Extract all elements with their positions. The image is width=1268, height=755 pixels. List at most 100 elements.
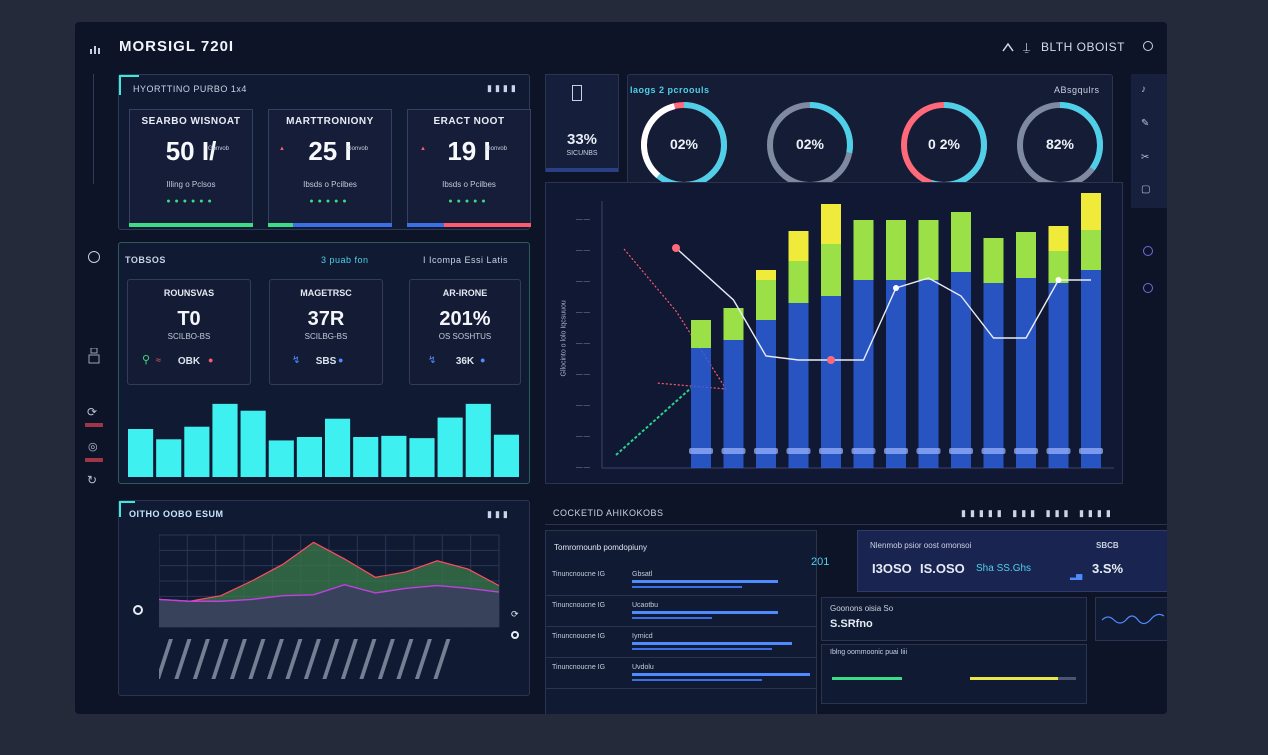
kpi-value: 19 I [447,136,491,166]
kpi-sub: Ibsds o Pcilbes [303,180,357,189]
list-bar [632,611,778,614]
chart-icon[interactable] [89,41,101,54]
panel-menu-icon[interactable]: ▮▮▮▮▮ ▮▮▮ ▮▮▮ ▮▮▮▮ [961,508,1115,518]
metric-card[interactable]: ROUNSVAS T0 SCILBO-BS ⚲ ≈ OBK ● [127,279,251,385]
stat-tag: SBCB [1096,541,1119,550]
y-tick-label: —·— [576,465,590,471]
refresh-icon[interactable]: ⟳ [87,405,98,419]
y-tick-label: —·— [576,341,590,347]
metric-footer: OBK [177,356,201,367]
list-bar [632,673,810,676]
x-tick-label [949,448,973,454]
x-tick-label [192,639,210,679]
sync-icon[interactable]: ↻ [87,473,98,487]
list-item-label: Tinuncnoucne IG [552,602,606,609]
sparkline-card [1095,597,1167,641]
x-tick-label [721,448,746,454]
panel-menu-icon[interactable]: ▮▮▮ [487,509,511,519]
bar-blue [788,303,809,468]
arrow-up-icon[interactable] [1001,40,1015,52]
list-item-tag: Uvdolu [632,664,654,671]
kpi-sub: Ibsds o Pcilbes [442,180,496,189]
kpi-card[interactable]: SEARBO WISNOAT 50 I/ Gonvob Illing o Pcl… [129,109,253,227]
list-item-label: Tinuncnoucne IG [552,664,606,671]
info-card[interactable]: Goonons oisia So S.SRfno [821,597,1087,641]
list-item[interactable]: Tinuncnoucne IG Gbsatl [546,569,816,593]
list-item-label: Tinuncnoucne IG [552,633,606,640]
line-point [1055,277,1062,283]
bar [437,417,463,477]
ring-arc [1017,102,1103,188]
pin-icon[interactable]: ⍊ [1023,40,1031,54]
dashboard-window: MORSIGL 720I ⍊ BLTH OBOIST ⟳ ◎ ↻ HYORTTI… [75,22,1167,714]
bar-green [723,308,744,340]
radio-icon[interactable] [1143,283,1153,293]
progress-card[interactable]: Iblng oommoonic puai Iiii [821,644,1087,704]
x-tick-label [884,448,908,454]
bar-yellow [756,270,776,280]
rings-right-label: ABsgqulrs [1054,85,1100,95]
metric-sub: OS SOSHTUS [438,332,492,341]
sync-icon[interactable]: ⟳ [511,609,519,619]
x-tick-label [916,448,941,454]
x-tick-label [377,639,395,679]
kpi-panel: HYORTTINO PURBO 1x4 ▮▮▮▮ SEARBO WISNOAT … [118,74,531,230]
bar [493,434,519,477]
settings-icon[interactable] [133,605,143,615]
kpi-value: 50 I/ [165,136,217,166]
metric-card[interactable]: AR-IRONE 201% OS SOSHTUS ↯ 36K ● [409,279,521,385]
radio-icon[interactable] [511,631,519,639]
x-tick-label [819,448,843,454]
stat-card[interactable]: Nlenmob psior oost omonsoi SBCB I3OSO IS… [857,530,1167,592]
drop-icon: ● [208,355,214,365]
bar-blue [1081,270,1101,468]
stat-icon: ▂▅ [1070,571,1083,580]
stat-value: Sha SS.Ghs [976,563,1032,574]
bar-yellow [1081,193,1101,230]
y-tick-label: —·— [576,279,590,285]
bar-green [691,320,711,348]
kpi-dots: ●●●●● [309,198,351,205]
side-stat-value: 33% [566,131,598,148]
bell-icon[interactable]: ♪ [1141,84,1146,95]
link-icon[interactable]: ✂ [1141,152,1150,163]
arrow-icon: ↯ [428,355,437,366]
panel-menu-icon[interactable]: ▮▮▮▮ [487,83,519,93]
x-tick-label [689,448,713,454]
list-item-tag: Ucaotbu [632,602,659,609]
metric-title: MAGETRSC [300,288,352,298]
bar [325,418,351,477]
bar-green [951,212,971,272]
top-bar: MORSIGL 720I ⍊ BLTH OBOIST [75,22,1167,70]
x-tick-label [396,639,414,679]
camera-icon[interactable]: ◎ [88,441,98,453]
kpi-title: SEARBO WISNOAT [141,116,241,127]
list-bar [632,642,792,645]
side-stat-bar [546,168,618,172]
kpi-card[interactable]: ERACT NOOT 19 I ▲ Gonvob Ibsds o Pcilbes… [407,109,531,227]
radio-icon[interactable] [1143,246,1153,256]
user-icon[interactable] [88,347,100,364]
file-icon[interactable]: ▢ [1141,184,1151,195]
list-item[interactable]: Tinuncnoucne IG Iyrnicd [546,631,816,655]
settings-icon[interactable] [1143,41,1153,51]
ring-arc [767,102,853,188]
radio-icon[interactable] [88,251,100,263]
x-tick-label [266,639,284,679]
sidebar-divider [93,74,94,184]
x-tick-label [414,639,432,679]
info-title: Goonons oisia So [830,604,894,613]
trend-line [615,387,692,456]
list-item[interactable]: Tinuncnoucne IG Uvdolu [546,662,816,686]
x-tick-label [174,639,192,679]
edit-icon[interactable]: ✎ [1141,118,1150,129]
bottom-right-panel: COCKETID AHIKOKOBS ▮▮▮▮▮ ▮▮▮ ▮▮▮ ▮▮▮▮ To… [545,500,1167,714]
x-tick-label [981,448,1006,454]
metric-card[interactable]: MAGETRSC 37R SCILBG-BS ↯ SBS ● [269,279,383,385]
list-item[interactable]: Tinuncnoucne IG Ucaotbu [546,600,816,624]
arrow-icon: ≈ [156,355,161,365]
bar-blue [918,280,939,468]
bar [240,410,266,477]
kpi-card[interactable]: MARTTRONIONY 25 I ▲ Gonvob Ibsds o Pcilb… [268,109,392,227]
line-point [672,244,680,252]
